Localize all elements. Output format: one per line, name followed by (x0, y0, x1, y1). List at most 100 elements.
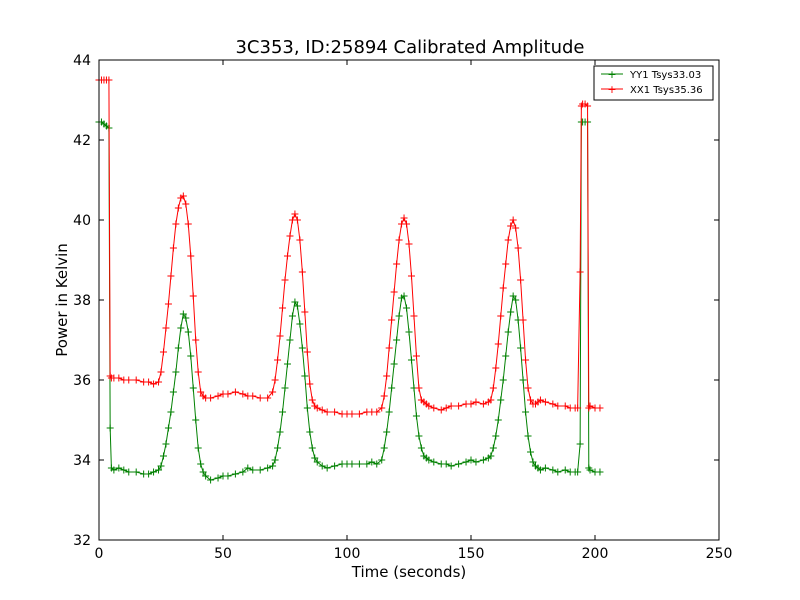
chart-title: 3C353, ID:25894 Calibrated Amplitude (235, 37, 584, 58)
data-point-yy1 (106, 424, 114, 432)
data-point-yy1 (132, 468, 140, 476)
data-point-xx1 (291, 210, 299, 218)
data-point-xx1 (395, 236, 403, 244)
data-point-yy1 (271, 456, 279, 464)
data-point-yy1 (517, 344, 525, 352)
data-point-yy1 (231, 470, 239, 478)
data-point-xx1 (390, 288, 398, 296)
data-point-yy1 (331, 462, 339, 470)
data-point-xx1 (393, 260, 401, 268)
data-point-xx1 (380, 392, 388, 400)
data-point-xx1 (455, 402, 463, 410)
data-point-yy1 (586, 466, 594, 474)
data-point-xx1 (125, 376, 133, 384)
data-point-yy1 (529, 458, 537, 466)
data-point-xx1 (541, 398, 549, 406)
data-point-yy1 (164, 424, 172, 432)
data-point-yy1 (279, 408, 287, 416)
data-point-yy1 (276, 428, 284, 436)
data-point-xx1 (584, 102, 592, 110)
data-point-yy1 (197, 460, 205, 468)
data-point-xx1 (437, 406, 445, 414)
data-point-yy1 (150, 468, 158, 476)
data-point-yy1 (425, 456, 433, 464)
data-point-xx1 (405, 240, 413, 248)
data-point-yy1 (430, 458, 438, 466)
data-point-yy1 (115, 464, 123, 472)
data-point-xx1 (425, 402, 433, 410)
data-point-xx1 (306, 380, 314, 388)
data-point-xx1 (524, 384, 532, 392)
data-point-yy1 (405, 328, 413, 336)
x-tick-label: 150 (458, 546, 485, 562)
data-point-xx1 (274, 356, 282, 364)
data-point-xx1 (197, 388, 205, 396)
data-point-xx1 (527, 396, 535, 404)
data-point-yy1 (313, 458, 321, 466)
data-point-yy1 (125, 468, 133, 476)
data-point-xx1 (318, 406, 326, 414)
series-yy1 (95, 118, 604, 484)
data-point-xx1 (373, 408, 381, 416)
data-point-xx1 (145, 378, 153, 386)
data-point-yy1 (596, 468, 604, 476)
data-point-yy1 (177, 324, 185, 332)
data-point-xx1 (509, 216, 517, 224)
data-point-yy1 (301, 372, 309, 380)
data-point-xx1 (412, 352, 420, 360)
data-point-yy1 (303, 404, 311, 412)
data-point-yy1 (286, 336, 294, 344)
data-point-xx1 (467, 400, 475, 408)
y-axis-ticks: 32 34 36 38 40 42 44 (73, 53, 719, 549)
data-point-xx1 (492, 364, 500, 372)
data-point-yy1 (318, 462, 326, 470)
data-point-yy1 (182, 314, 190, 322)
data-point-xx1 (286, 232, 294, 240)
data-point-xx1 (298, 268, 306, 276)
data-point-yy1 (554, 468, 562, 476)
y-tick-label: 38 (73, 293, 91, 309)
data-point-yy1 (368, 458, 376, 466)
y-tick-label: 32 (73, 533, 91, 549)
data-point-xx1 (164, 300, 172, 308)
legend-plus-xx1: + (607, 83, 616, 96)
data-point-yy1 (244, 464, 252, 472)
data-point-xx1 (303, 348, 311, 356)
data-point-xx1 (301, 308, 309, 316)
x-tick-label: 0 (95, 546, 104, 562)
data-point-xx1 (430, 404, 438, 412)
data-point-yy1 (380, 444, 388, 452)
data-point-yy1 (120, 466, 128, 474)
data-point-yy1 (155, 466, 163, 474)
data-point-xx1 (313, 404, 321, 412)
data-point-xx1 (132, 376, 140, 384)
data-point-yy1 (576, 440, 584, 448)
data-point-yy1 (378, 456, 386, 464)
data-point-yy1 (442, 460, 450, 468)
data-point-xx1 (172, 220, 180, 228)
data-point-xx1 (162, 324, 170, 332)
data-point-yy1 (549, 466, 557, 474)
data-point-xx1 (281, 276, 289, 284)
data-point-xx1 (323, 408, 331, 416)
data-point-yy1 (288, 312, 296, 320)
data-point-yy1 (306, 428, 314, 436)
data-point-yy1 (472, 458, 480, 466)
data-point-yy1 (502, 352, 510, 360)
data-point-xx1 (189, 292, 197, 300)
data-point-xx1 (224, 390, 232, 398)
data-point-xx1 (407, 272, 415, 280)
data-point-xx1 (574, 404, 582, 412)
data-point-yy1 (179, 310, 187, 318)
data-point-yy1 (283, 360, 291, 368)
data-point-xx1 (403, 220, 411, 228)
data-point-yy1 (187, 352, 195, 360)
data-point-yy1 (323, 464, 331, 472)
x-axis-ticks: 0 50 100 150 200 250 (95, 60, 732, 562)
data-point-xx1 (517, 276, 525, 284)
data-point-yy1 (415, 432, 423, 440)
data-point-yy1 (447, 462, 455, 470)
data-point-yy1 (207, 476, 215, 484)
data-point-xx1 (554, 402, 562, 410)
data-point-yy1 (524, 432, 532, 440)
